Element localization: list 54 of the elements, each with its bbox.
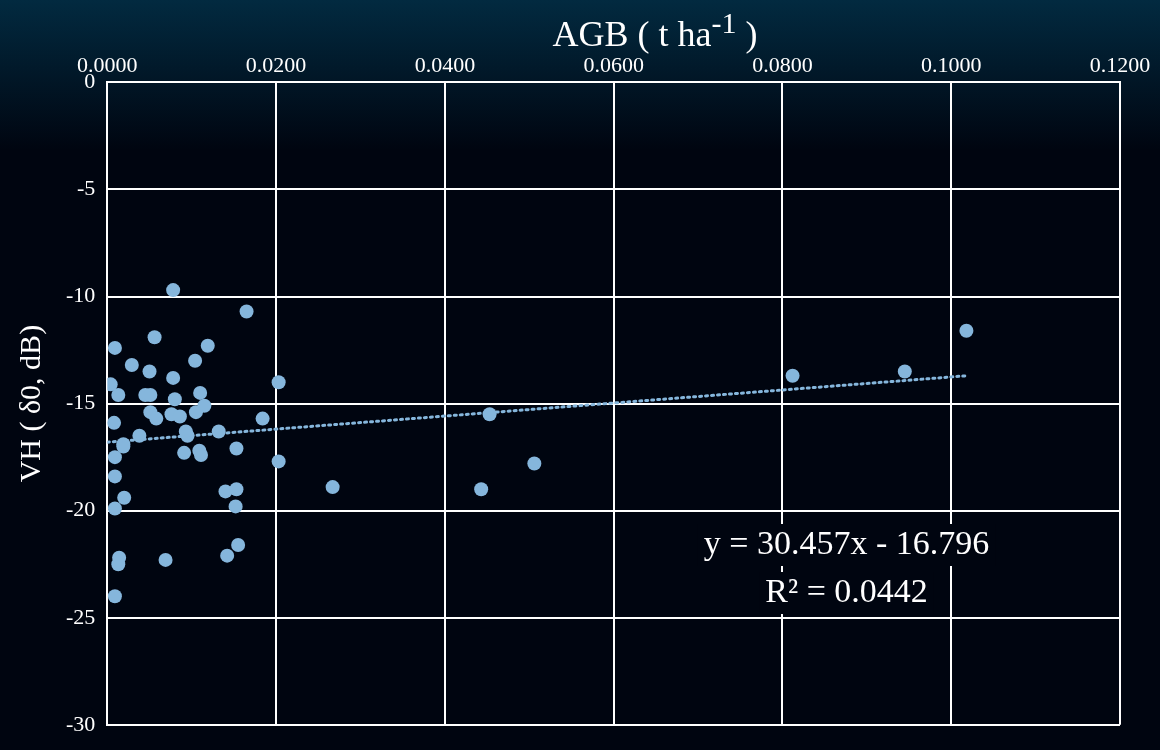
point (785, 368, 800, 383)
point (107, 589, 122, 604)
y-tick-label: -5 (77, 175, 96, 201)
point (147, 330, 162, 345)
point (228, 499, 243, 514)
point (142, 364, 157, 379)
point (167, 392, 182, 407)
x-tick-label: 0.0800 (752, 51, 813, 77)
point (229, 482, 244, 497)
annotation: R² = 0.0442 (765, 571, 928, 609)
point (239, 304, 254, 319)
point (166, 283, 181, 298)
y-tick-label: -20 (66, 496, 96, 522)
y-tick-label: -10 (66, 282, 96, 308)
point (149, 411, 164, 426)
point (188, 405, 203, 420)
point (111, 557, 126, 572)
point (158, 552, 173, 567)
point (117, 490, 132, 505)
point (177, 445, 192, 460)
y-tick-label: -25 (66, 603, 96, 629)
x-tick-label: 0.1200 (1089, 51, 1151, 77)
point (200, 338, 215, 353)
x-tick-label: 0.1000 (920, 51, 982, 77)
point (527, 456, 542, 471)
point (271, 375, 286, 390)
point (897, 364, 912, 379)
point (229, 441, 244, 456)
point (107, 469, 122, 484)
point (188, 353, 203, 368)
point (166, 370, 181, 385)
point (959, 323, 974, 338)
point (231, 537, 246, 552)
y-tick-label: -30 (66, 710, 96, 736)
x-tick-label: 0.0200 (245, 51, 307, 77)
point (193, 385, 208, 400)
point (325, 480, 340, 495)
point (255, 411, 270, 426)
point (107, 450, 122, 465)
point (111, 388, 126, 403)
x-axis-title: AGB ( t ha$^{-1}$ ) (552, 6, 758, 54)
point (124, 358, 139, 373)
point (220, 548, 235, 563)
point (474, 482, 489, 497)
annotation: y = 30.457x - 16.796 (703, 523, 990, 561)
point (271, 454, 286, 469)
point (107, 415, 122, 430)
y-axis-title: VH ( δ0, dB) (12, 324, 47, 483)
y-tick-label: -15 (66, 389, 96, 415)
point (172, 409, 187, 424)
point (107, 340, 122, 355)
x-tick-label: 0.0400 (414, 51, 476, 77)
point (107, 501, 122, 516)
x-tick-label: 0.0600 (583, 51, 644, 77)
